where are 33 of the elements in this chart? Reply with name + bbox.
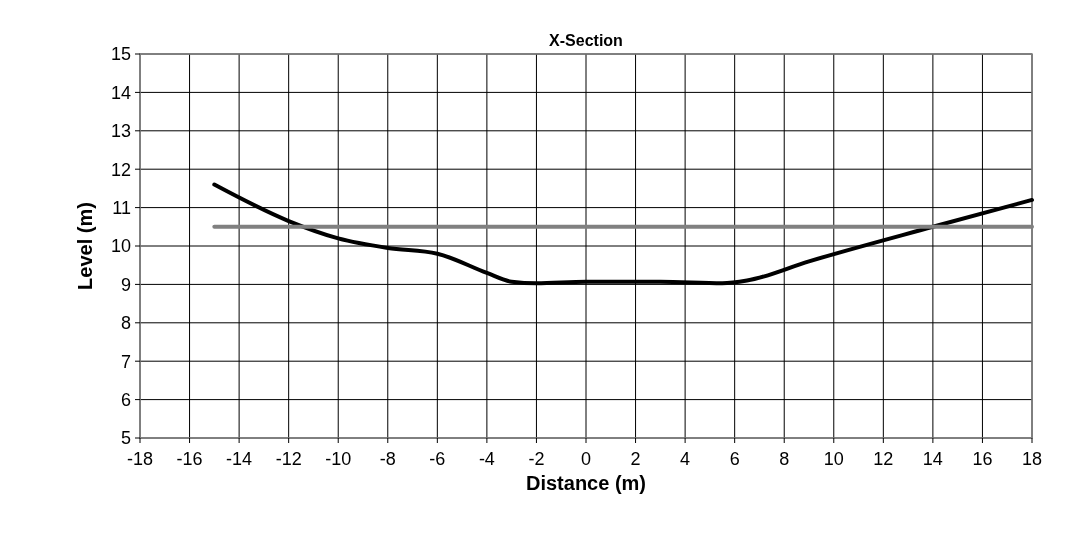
y-tick-label: 9: [120, 274, 131, 295]
x-tick-label: 2: [630, 449, 641, 469]
y-tick-label: 5: [120, 428, 131, 449]
x-tick-label: 0: [580, 449, 592, 469]
x-tick-label: -18: [126, 449, 154, 469]
chart-title: X-Section: [549, 32, 623, 49]
x-tick-label: 8: [779, 449, 790, 469]
x-tick-label: -14: [226, 449, 253, 469]
x-tick-label: -12: [275, 449, 302, 469]
y-tick-label: 13: [110, 121, 131, 142]
x-tick-label: -4: [478, 449, 495, 469]
y-tick-label: 6: [120, 389, 131, 410]
y-tick-label: 10: [110, 236, 131, 257]
y-tick-label: 8: [120, 313, 131, 334]
x-tick-label: 10: [823, 449, 844, 469]
x-tick-label: -2: [528, 449, 545, 469]
y-tick-label: 7: [120, 351, 131, 372]
y-tick-label: 11: [112, 197, 131, 218]
x-tick-label: 14: [922, 449, 943, 469]
y-tick-label: 14: [110, 82, 131, 103]
x-tick-label: 6: [729, 449, 740, 469]
x-tick-label: -16: [176, 449, 203, 469]
x-axis-title: Distance (m): [525, 472, 647, 494]
x-tick-label: 12: [873, 449, 894, 469]
x-tick-label: -10: [325, 449, 352, 469]
x-tick-label: 18: [1021, 449, 1043, 469]
x-tick-label: -8: [379, 449, 396, 469]
x-tick-label: -6: [429, 449, 446, 469]
y-tick-label: 15: [110, 44, 131, 65]
y-axis-title: Level (m): [74, 202, 96, 290]
x-tick-label: 16: [972, 449, 993, 469]
x-tick-label: 4: [680, 449, 691, 469]
y-tick-label: 12: [110, 159, 131, 180]
